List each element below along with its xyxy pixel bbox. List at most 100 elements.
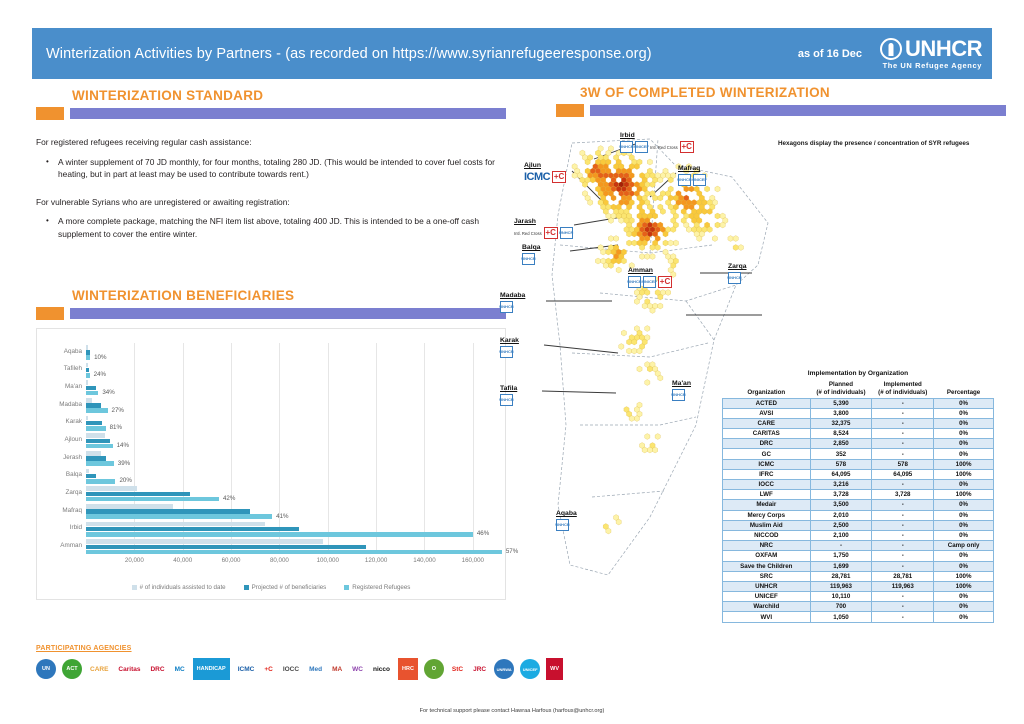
cell-planned: 1,050 — [809, 611, 873, 623]
cell-planned: 64,095 — [809, 468, 873, 481]
refugee-density-hexagon — [628, 262, 635, 269]
winterization-beneficiaries-section: WINTERIZATION BENEFICIARIES Aqaba 10% Tafi… — [36, 288, 518, 600]
agency-logo-handicap-international: HANDICAP — [192, 658, 230, 680]
agency-logo-save-the-children: StC — [451, 665, 464, 673]
cell-implemented: - — [871, 601, 935, 613]
refugee-density-hexagon — [657, 293, 664, 301]
chart-bar — [86, 479, 116, 484]
col-implemented-line1: Implemented — [883, 381, 922, 388]
chart-x-tick: 40,000 — [173, 557, 193, 564]
standard-bullet-1: • A winter supplement of 70 JD monthly, … — [36, 156, 506, 181]
chart-y-label: Tafileh — [63, 365, 82, 373]
table-row: LWF 3,728 3,728 100% — [722, 489, 994, 501]
cell-organization: UNICEF — [722, 591, 811, 603]
refugee-density-hexagon — [704, 185, 710, 193]
beneficiaries-divider — [36, 307, 506, 320]
icmc-logo-icon: ICMC — [524, 171, 551, 183]
red-cross-icon: +C — [658, 276, 672, 288]
refugee-density-hexagon — [652, 446, 658, 454]
refugee-density-hexagon — [662, 230, 669, 238]
map-city-label-zarqa: Zarqa — [728, 263, 747, 270]
refugee-density-hexagon — [621, 329, 627, 337]
chart-bar — [86, 438, 110, 444]
chart-bar — [86, 491, 190, 497]
chart-y-label: Jerash — [63, 453, 82, 461]
cell-planned: 8,524 — [809, 428, 873, 440]
refugee-density-hexagon — [636, 347, 643, 355]
chart-bar — [86, 504, 174, 509]
refugee-density-hexagon — [673, 239, 679, 247]
chart-y-label: Ajloun — [64, 436, 82, 444]
cell-percentage: 100% — [933, 489, 994, 501]
cell-planned: 1,699 — [809, 560, 873, 572]
table-row: Save the Children 1,699-0% — [722, 560, 994, 572]
chart-category-group: Irbid 46% — [70, 521, 495, 540]
cell-organization: Warchild — [722, 601, 811, 613]
chart-bar — [86, 451, 101, 456]
participating-agencies-section: PARTICIPATING AGENCIES UN ACT CARE Caritas D… — [36, 645, 696, 680]
cell-planned: 3,728 — [809, 489, 873, 501]
chart-y-label: Amman — [60, 542, 82, 550]
cell-planned: 2,010 — [809, 509, 873, 521]
refugee-density-hexagon — [657, 194, 664, 202]
agency-logo-unicef: UNICEF — [520, 659, 541, 679]
col-planned-line2: (# of individuals) — [816, 388, 866, 396]
table-row: CARE 32,375-0% — [722, 417, 994, 430]
chart-x-tick: 140,000 — [413, 557, 436, 564]
map-city-label-maan: Ma'an — [672, 380, 691, 387]
refugee-density-hexagon — [714, 185, 721, 193]
agency-logo-caritas: Caritas — [118, 665, 141, 673]
chart-bar-percent-label: 14% — [116, 442, 129, 450]
chart-category-group: Jerash 39% — [63, 451, 495, 469]
refugee-density-hexagon — [608, 262, 614, 269]
col-implemented: Implemented (# of individuals) — [872, 380, 934, 398]
table-row: DRC 2,850-0% — [722, 438, 994, 450]
refugee-density-hexagon — [584, 158, 591, 166]
chart-legend-item: Registered Refugees — [344, 584, 410, 591]
cell-planned: 119,963 — [809, 580, 873, 593]
un-agency-icon: UNHCR — [521, 253, 536, 265]
cell-implemented: 64,095 — [871, 468, 935, 481]
un-agency-icon: UNHCR — [677, 174, 692, 186]
agency-logo-unrwa: UNRWA — [494, 659, 515, 679]
refugee-density-hexagon — [644, 253, 651, 260]
table-row: WVI 1,050-0% — [722, 611, 994, 623]
agency-logo-acted: ACT — [62, 659, 82, 679]
cell-implemented: 28,781 — [871, 570, 935, 582]
agency-logo-war-child: WC — [352, 665, 364, 673]
standard-heading: WINTERIZATION STANDARD — [72, 88, 264, 103]
refugee-density-hexagon — [610, 194, 617, 202]
un-agency-icon: UNHCR — [499, 394, 514, 406]
legend-swatch-icon — [131, 585, 137, 590]
cell-organization: CARE — [722, 417, 811, 430]
chart-bar — [86, 514, 273, 519]
table-row: NRC - - Camp only — [722, 540, 994, 552]
legend-swatch-icon — [344, 585, 350, 590]
cell-percentage: 0% — [933, 407, 994, 419]
cell-planned: 28,781 — [809, 570, 873, 582]
refugee-density-hexagon — [608, 217, 614, 224]
standard-lead-2: For vulnerable Syrians who are unregiste… — [36, 196, 290, 207]
refugee-density-hexagon — [587, 199, 593, 206]
cell-percentage: 0% — [933, 550, 994, 562]
chart-category-group: Zarqa 42% — [66, 486, 495, 504]
beneficiaries-bar-chart: Aqaba 10% Tafileh 24% Ma'an 34% Madaba 27% Karak… — [36, 328, 518, 600]
cell-implemented: - — [871, 407, 935, 419]
chart-y-label: Madaba — [59, 400, 82, 408]
cell-implemented: - — [871, 560, 935, 572]
map-agency-chips: UNHCR UNICEF Intl. Red Cross +C — [619, 141, 694, 153]
refugee-density-hexagon — [634, 298, 640, 305]
cell-percentage: 100% — [933, 458, 994, 470]
chart-bar-percent-label: 24% — [93, 371, 107, 379]
map-legend-note: Hexagons display the presence / concentr… — [778, 140, 970, 147]
cell-percentage: 0% — [933, 560, 994, 572]
page-title: Winterization Activities by Partners - (… — [46, 45, 652, 62]
un-agency-icon: UNHCR — [555, 519, 570, 531]
cell-organization: LWF — [722, 489, 811, 501]
divider-square — [36, 307, 64, 320]
refugee-density-hexagon — [706, 208, 713, 215]
map-agency-chips: UNHCR — [499, 301, 514, 313]
chart-bar-percent-label: 20% — [119, 477, 132, 485]
cell-percentage: 100% — [933, 468, 994, 481]
chart-category-group: Karak 81% — [66, 415, 495, 434]
